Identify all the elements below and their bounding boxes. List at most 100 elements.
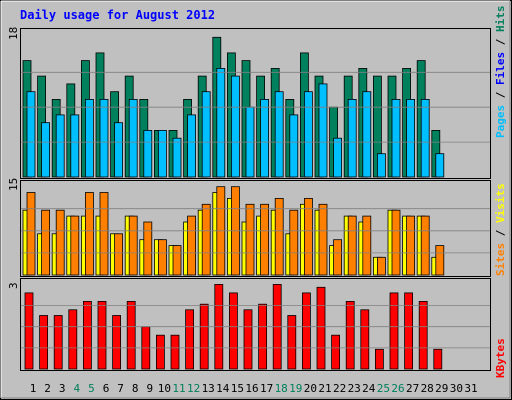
bar-files-day-6: [99, 99, 109, 178]
day-label-16: 16: [245, 382, 258, 395]
day-label-17: 17: [260, 382, 273, 395]
day-label-11: 11: [172, 382, 185, 395]
bar-files-day-19: [289, 114, 299, 178]
bar-files-day-5: [85, 99, 94, 178]
bar-visits-day-26: [391, 209, 401, 276]
day-labels: 1 2 3 4 5 6 7 8 9 10 11 12 13 14 15 16 17 18 19 20 21 22 23 24 2…: [30, 382, 478, 395]
bar-files-day-22: [333, 137, 343, 178]
day-label-4: 4: [73, 382, 80, 395]
legend-visits-panel: Sites / Visits: [494, 183, 507, 276]
bar-visits-day-16: [245, 203, 255, 276]
bar-kbytes-day-27: [404, 292, 414, 370]
bar-kbytes-day-7: [112, 315, 121, 370]
legend-hits: Hits: [494, 6, 507, 33]
legend-kbytes-panel: KBytes: [494, 338, 507, 378]
bar-files-day-25: [376, 153, 386, 178]
legend-files: Files: [494, 52, 507, 85]
bar-kbytes-day-26: [389, 292, 399, 370]
legend-sites: Sites: [494, 243, 507, 276]
bar-visits-day-24: [362, 215, 372, 276]
day-label-15: 15: [231, 382, 244, 395]
chart-title: Daily usage for August 2012: [20, 8, 215, 22]
day-label-5: 5: [88, 382, 95, 395]
day-label-28: 28: [421, 382, 434, 395]
bar-visits-day-1: [26, 192, 36, 276]
day-label-8: 8: [132, 382, 139, 395]
day-label-22: 22: [333, 382, 346, 395]
bar-visits-day-9: [143, 221, 153, 276]
bar-visits-day-25: [376, 256, 386, 276]
legend-hits-panel: Pages / Files / Hits: [494, 6, 507, 139]
bar-files-day-23: [347, 99, 357, 178]
bar-visits-day-7: [114, 233, 123, 276]
bar-visits-day-3: [55, 209, 65, 276]
bar-visits-day-17: [260, 203, 270, 276]
kbytes-ymax-label: 3: [7, 282, 20, 289]
bar-kbytes-day-20: [301, 292, 311, 370]
bar-kbytes-day-13: [199, 303, 209, 370]
bar-visits-day-29: [435, 245, 445, 276]
day-label-26: 26: [391, 382, 404, 395]
bar-files-day-1: [26, 91, 36, 178]
bar-kbytes-day-29: [433, 348, 443, 370]
day-label-1: 1: [30, 382, 37, 395]
bar-files-day-7: [114, 122, 123, 178]
bar-kbytes-day-23: [345, 300, 355, 370]
bar-kbytes-day-8: [126, 300, 136, 370]
bar-visits-day-11: [172, 245, 182, 276]
bar-kbytes-day-24: [360, 309, 370, 370]
bar-visits-day-28: [420, 215, 430, 276]
bar-kbytes-day-22: [331, 334, 341, 370]
day-label-3: 3: [59, 382, 66, 395]
bar-visits-day-23: [347, 215, 357, 276]
bar-files-day-21: [318, 83, 328, 178]
bar-visits-day-22: [333, 239, 343, 276]
day-label-25: 25: [377, 382, 390, 395]
bar-files-day-28: [420, 99, 430, 178]
bar-kbytes-day-28: [418, 300, 428, 370]
visits-ymax-label: 15: [7, 178, 20, 191]
day-label-21: 21: [318, 382, 331, 395]
bar-files-day-18: [274, 91, 284, 178]
bar-visits-day-19: [289, 209, 299, 276]
day-label-20: 20: [304, 382, 317, 395]
bar-files-day-9: [143, 129, 153, 178]
day-label-30: 30: [450, 382, 463, 395]
bar-kbytes-day-11: [170, 334, 180, 370]
bar-visits-day-2: [41, 209, 50, 276]
legend-pages: Pages: [494, 105, 507, 138]
bar-kbytes-day-25: [374, 348, 384, 370]
bar-files-day-8: [128, 99, 138, 178]
bar-files-day-3: [55, 114, 65, 178]
bar-files-day-20: [303, 91, 313, 178]
day-label-13: 13: [202, 382, 215, 395]
bar-visits-day-20: [303, 197, 313, 276]
bar-kbytes-day-16: [243, 309, 253, 370]
bar-files-day-10: [157, 129, 167, 178]
bar-files-day-12: [187, 114, 197, 178]
bar-files-day-17: [260, 99, 270, 178]
legend-visits: Visits: [494, 183, 507, 223]
bars-layer: [22, 36, 445, 370]
legend-kbytes: KBytes: [494, 338, 507, 378]
bar-kbytes-day-6: [97, 300, 107, 370]
bar-kbytes-day-12: [185, 309, 195, 370]
gridlines-layer: [21, 71, 490, 349]
bar-kbytes-day-4: [68, 309, 78, 370]
bar-visits-day-5: [85, 192, 94, 276]
bar-visits-day-10: [157, 239, 167, 276]
bar-kbytes-day-2: [39, 315, 48, 370]
bar-kbytes-day-1: [24, 292, 34, 370]
day-label-12: 12: [187, 382, 200, 395]
bar-visits-day-6: [99, 192, 109, 276]
day-label-18: 18: [275, 382, 288, 395]
bar-kbytes-day-10: [155, 334, 165, 370]
bar-files-day-14: [216, 68, 226, 178]
bar-visits-day-4: [70, 215, 80, 276]
bar-kbytes-day-17: [258, 303, 268, 370]
bar-kbytes-day-15: [228, 292, 238, 370]
day-label-29: 29: [435, 382, 448, 395]
day-label-7: 7: [117, 382, 124, 395]
day-label-23: 23: [348, 382, 361, 395]
